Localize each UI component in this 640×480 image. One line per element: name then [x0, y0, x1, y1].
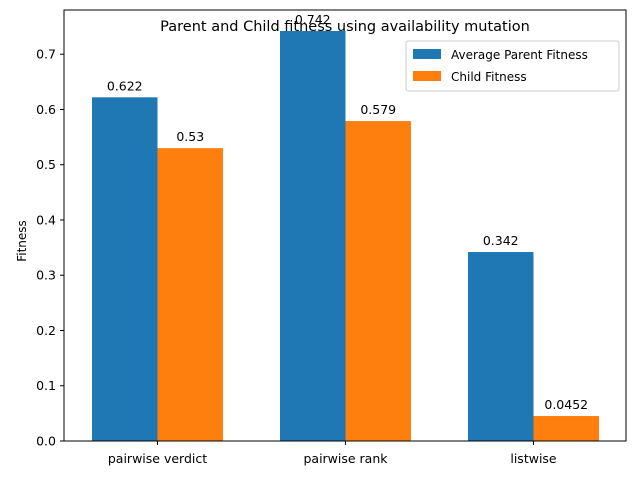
bar-child-2 — [533, 416, 599, 441]
bar-child-0 — [157, 148, 223, 441]
y-tick-label: 0.7 — [36, 47, 56, 62]
y-tick-label: 0.5 — [36, 157, 56, 172]
x-tick-label: pairwise rank — [303, 451, 388, 466]
legend-swatch-child — [413, 71, 441, 81]
bar-child-1 — [345, 121, 411, 442]
x-tick-label: listwise — [510, 451, 557, 466]
y-axis-label: Fitness — [15, 220, 29, 262]
y-tick-label: 0.2 — [36, 323, 56, 338]
plot-frame — [63, 9, 627, 442]
y-tick-label: 0.4 — [36, 212, 56, 227]
bar-parent-0 — [92, 97, 158, 442]
bar-parent-2 — [468, 252, 534, 441]
legend-box — [405, 40, 620, 92]
x-axis-ticks: pairwise verdict pairwise rank listwise — [108, 441, 557, 466]
x-tick-label: pairwise verdict — [108, 451, 207, 466]
legend-label-parent: Average Parent Fitness — [451, 48, 588, 62]
bar-value-label: 0.622 — [107, 78, 143, 93]
bar-value-label: 0.742 — [295, 12, 331, 27]
chart-title: Parent and Child fitness using availabil… — [160, 19, 530, 35]
bar-labels-group: 0.622 0.53 0.742 0.579 0.342 0.0452 — [107, 12, 588, 412]
legend: Average Parent Fitness Child Fitness — [405, 40, 620, 92]
legend-swatch-parent — [413, 49, 441, 59]
bar-value-label: 0.579 — [360, 102, 396, 117]
y-tick-label: 0.0 — [36, 434, 56, 449]
legend-label-child: Child Fitness — [451, 70, 527, 84]
bar-value-label: 0.53 — [176, 129, 204, 144]
bar-parent-1 — [280, 30, 346, 441]
y-tick-label: 0.6 — [36, 102, 56, 117]
y-tick-label: 0.1 — [36, 378, 56, 393]
bars-group — [92, 30, 599, 442]
y-tick-label: 0.3 — [36, 268, 56, 283]
bar-value-label: 0.342 — [483, 233, 519, 248]
y-axis-ticks: 0.0 0.1 0.2 0.3 0.4 0.5 0.6 0.7 — [36, 47, 64, 449]
bar-value-label: 0.0452 — [544, 397, 588, 412]
